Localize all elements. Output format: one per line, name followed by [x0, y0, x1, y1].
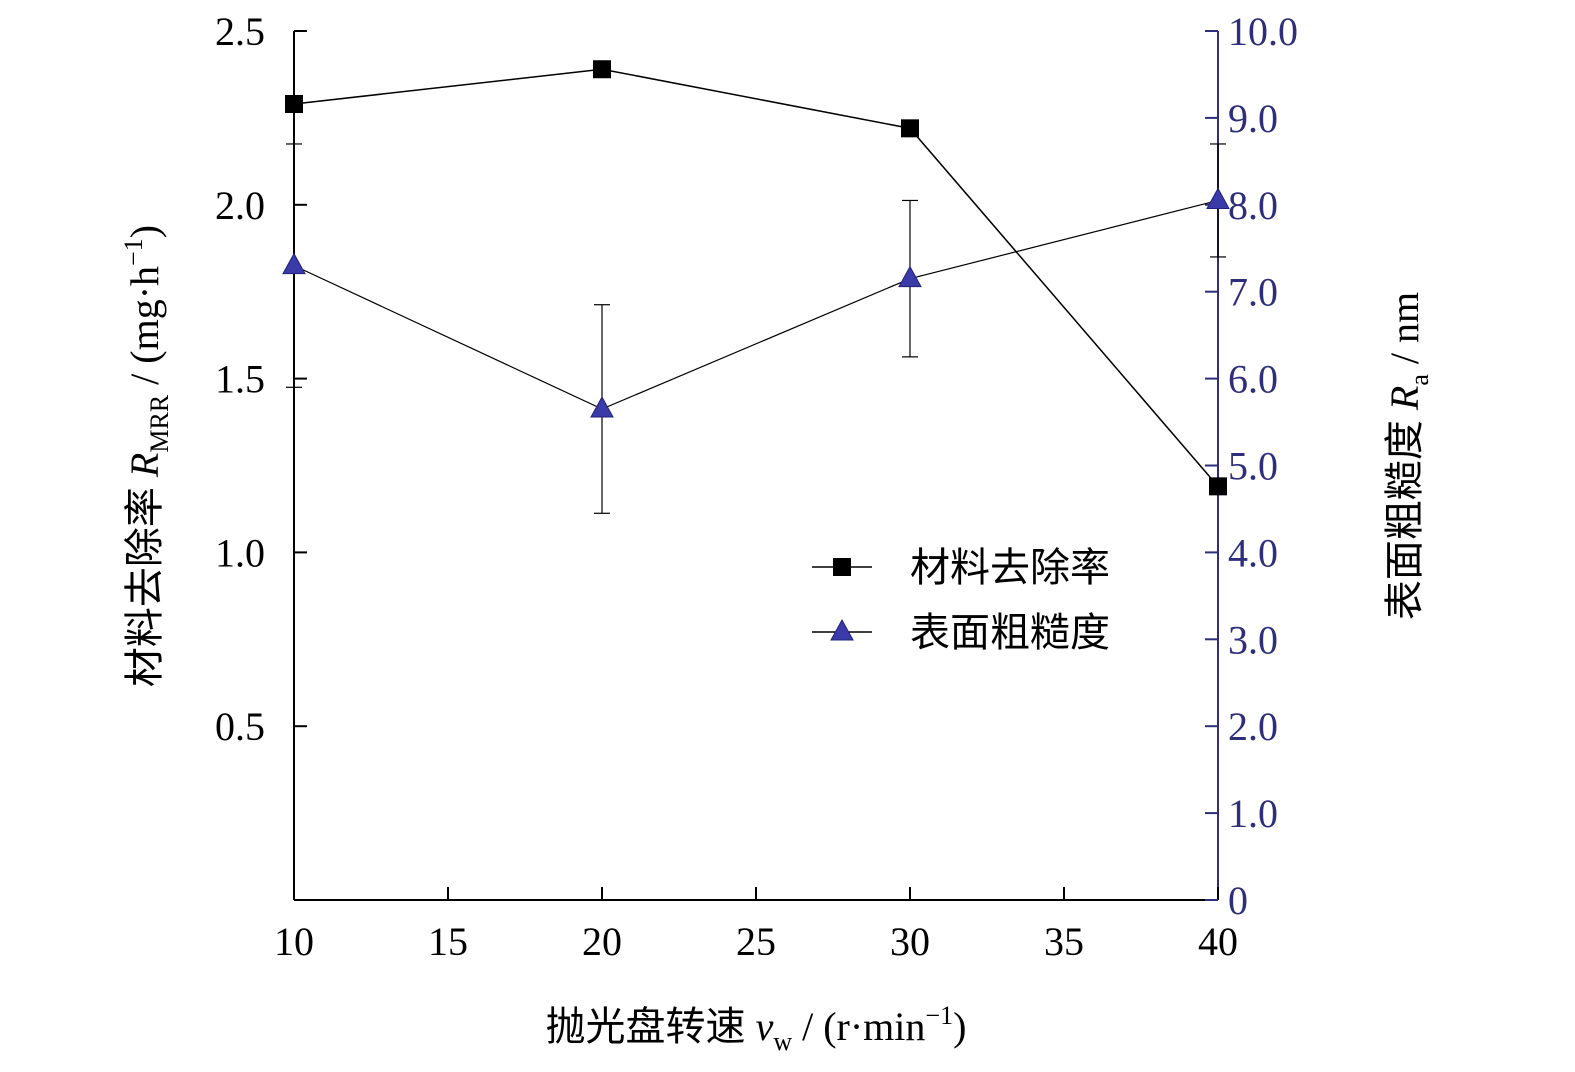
label-part: / (mg·h [122, 266, 167, 395]
left-y-tick-label: 2.5 [215, 9, 265, 54]
x-tick-label: 35 [1044, 919, 1084, 964]
mrr-point [285, 94, 303, 113]
x-tick-label: 40 [1198, 919, 1238, 964]
ra-point [1206, 187, 1230, 209]
label-part: 抛光盘转速 [546, 1004, 756, 1049]
right-y-tick-label: 10.0 [1228, 9, 1298, 54]
ra-line [293, 199, 1219, 410]
label-part: −1 [925, 1001, 953, 1030]
left-y-tick-label: 1.5 [215, 357, 265, 402]
right-y-tick-label: 8.0 [1228, 183, 1278, 228]
mrr-point [593, 60, 611, 79]
x-tick-label: 10 [274, 919, 314, 964]
left-axis-title: 材料去除率 RMRR​ / (mg·h−1​) [119, 225, 174, 687]
right-y-tick-label: 4.0 [1228, 530, 1278, 575]
left-y-tick-label: 0.5 [215, 704, 265, 749]
label-part: a [1405, 374, 1434, 386]
x-tick-label: 20 [582, 919, 622, 964]
label-part: / nm [1382, 292, 1427, 374]
label-part: / (r·min [792, 1004, 925, 1049]
x-tick-label: 30 [890, 919, 930, 964]
axis-labels: 抛光盘转速 vw​ / (r·min−1​) 材料去除率 RMRR​ / (mg·… [119, 225, 1434, 1056]
right-y-tick-label: 7.0 [1228, 270, 1278, 315]
label-part: −1 [119, 238, 148, 266]
x-tick-label: 15 [428, 919, 468, 964]
ra-point [282, 252, 306, 275]
legend-label: 材料去除率 [910, 545, 1110, 590]
x-tick-label: 25 [736, 919, 776, 964]
series-layer [282, 60, 1230, 514]
right-y-tick-label: 9.0 [1228, 96, 1278, 141]
label-part: R [1382, 386, 1427, 411]
right-y-tick-label: 3.0 [1228, 617, 1278, 662]
right-y-tick-label: 2.0 [1228, 704, 1278, 749]
left-y-tick-label: 2.0 [215, 183, 265, 228]
label-part: 材料去除率 [122, 477, 167, 687]
label-part: R [122, 453, 167, 478]
left-y-tick-label: 1.0 [215, 530, 265, 575]
right-axis-title: 表面粗糙度 Ra​ / nm [1382, 292, 1434, 620]
label-part: ) [953, 1004, 966, 1049]
label-part: MRR [145, 394, 174, 452]
legend-marker-square [833, 558, 851, 576]
label-part: 表面粗糙度 [1382, 410, 1427, 620]
label-part: v [756, 1004, 774, 1049]
ra-point [898, 265, 922, 288]
label-part: ) [122, 225, 167, 238]
right-y-tick-label: 5.0 [1228, 444, 1278, 489]
legend-marker-triangle [830, 618, 854, 641]
x-axis-title: 抛光盘转速 vw​ / (r·min−1​) [546, 1001, 967, 1056]
right-y-tick-label: 1.0 [1228, 791, 1278, 836]
mrr-point [901, 119, 919, 138]
label-part: w [773, 1027, 792, 1056]
mrr-line [293, 68, 1219, 487]
right-y-tick-label: 6.0 [1228, 357, 1278, 402]
axes: 10 15 20 25 30 35 40 0.5 1.0 1.5 2.0 2.5 0 1.0 2.0 3.0 4… [215, 9, 1298, 964]
legend-label: 表面粗糙度 [910, 610, 1110, 655]
ra-point [590, 395, 614, 418]
mrr-point [1209, 477, 1227, 496]
right-y-tick-label: 0 [1228, 878, 1248, 923]
